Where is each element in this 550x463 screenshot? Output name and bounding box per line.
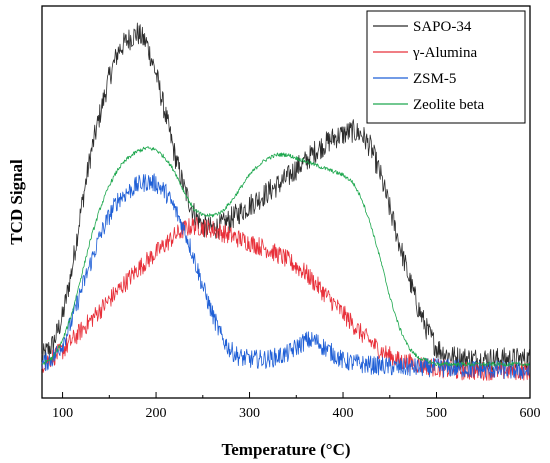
x-tick-label: 600 (520, 406, 541, 421)
x-axis: 100 200 300 400 500 600 (52, 392, 541, 421)
series-line-3 (41, 173, 530, 380)
legend-label: γ-Alumina (412, 45, 477, 61)
legend-label: ZSM-5 (413, 71, 456, 87)
x-tick-label: 300 (239, 406, 260, 421)
x-tick-label: 200 (146, 406, 167, 421)
series-layer (41, 22, 530, 381)
legend-label: SAPO-34 (413, 19, 472, 35)
x-tick-label: 100 (52, 406, 73, 421)
series-line-4 (41, 146, 530, 367)
x-tick-label: 400 (333, 406, 354, 421)
y-axis-title: TCD Signal (7, 159, 26, 245)
legend-label: Zeolite beta (413, 97, 485, 113)
plot-frame (41, 5, 531, 399)
x-axis-title: Temperature (°C) (221, 440, 350, 459)
x-tick-label: 500 (426, 406, 447, 421)
legend: SAPO-34 γ-Alumina ZSM-5 Zeolite beta (366, 10, 526, 124)
series-line-2 (41, 217, 530, 381)
